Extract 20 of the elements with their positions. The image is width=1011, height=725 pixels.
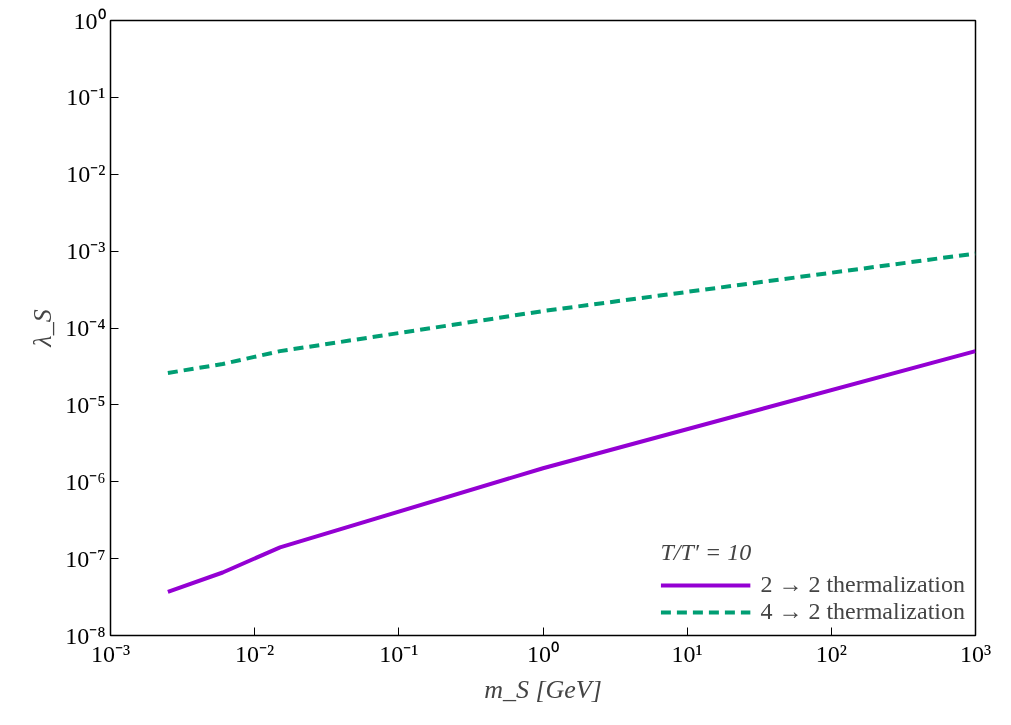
x-axis-title: m_S [GeV] bbox=[484, 674, 602, 704]
x-tick-label: 10⁻³ bbox=[90, 640, 131, 667]
legend-label: 2 → 2 thermalization bbox=[760, 571, 965, 598]
x-tick-label: 10⁻¹ bbox=[379, 640, 419, 667]
x-tick-label: 10⁰ bbox=[527, 640, 559, 667]
y-tick-label: 10⁻³ bbox=[66, 238, 106, 265]
y-tick-label: 10⁻² bbox=[66, 161, 106, 188]
x-tick-label: 10¹ bbox=[671, 640, 703, 667]
x-tick-label: 10² bbox=[815, 640, 847, 667]
x-tick-label: 10³ bbox=[959, 640, 992, 667]
y-tick-label: 10⁻⁵ bbox=[65, 391, 106, 418]
x-tick-label: 10⁻² bbox=[235, 640, 275, 667]
y-tick-label: 10⁻⁷ bbox=[65, 545, 106, 572]
y-axis-title: λ_S bbox=[28, 309, 58, 348]
y-tick-label: 10⁻⁶ bbox=[65, 468, 106, 495]
legend-title: T/T′ = 10 bbox=[660, 539, 753, 566]
legend-label: 4 → 2 thermalization bbox=[760, 598, 965, 625]
y-tick-label: 10⁻⁴ bbox=[65, 315, 106, 341]
y-tick-label: 10⁰ bbox=[73, 7, 106, 34]
y-tick-label: 10⁻¹ bbox=[66, 84, 106, 111]
